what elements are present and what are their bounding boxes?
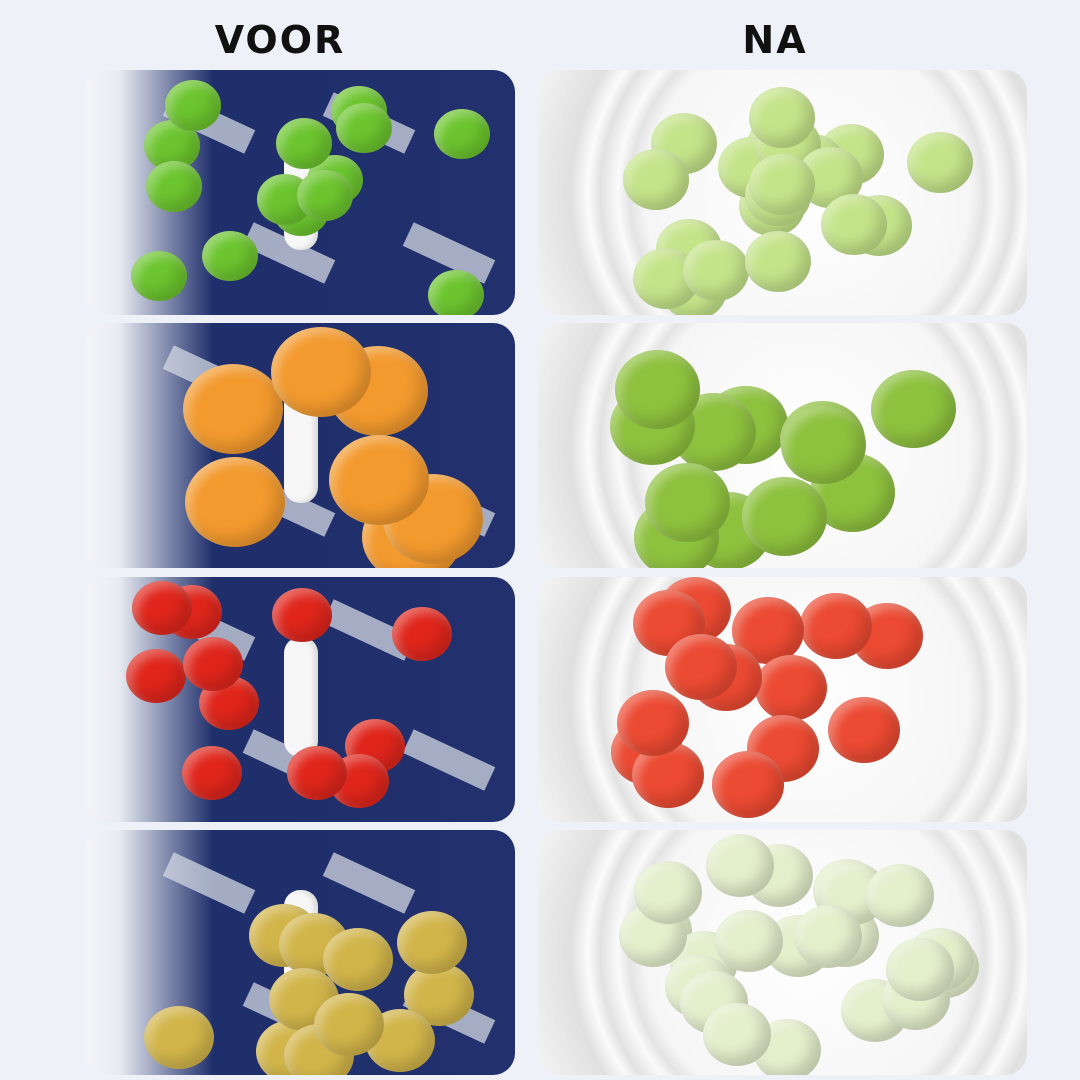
fruit [125, 649, 186, 704]
after-photo-apricots-limes [538, 323, 1027, 568]
fruit [328, 435, 429, 526]
fruit [145, 161, 202, 212]
peeled-fruit [711, 751, 784, 818]
center-post [284, 637, 318, 757]
fruit [182, 745, 243, 800]
peeled-fruit [828, 696, 901, 764]
peeled-fruit [748, 87, 815, 149]
peeled-fruit [886, 938, 955, 1001]
fruit [143, 1006, 214, 1070]
fruit [391, 606, 452, 661]
blade [322, 852, 416, 914]
before-photo-cherry-tomatoes [84, 577, 515, 822]
peeled-fruit [665, 633, 738, 701]
before-photo-grapes [84, 70, 515, 315]
fruit [185, 457, 286, 548]
peeled-fruit [702, 1003, 771, 1066]
fruit [276, 118, 332, 169]
peeled-fruit [794, 905, 863, 968]
fruit [314, 992, 385, 1056]
peeled-fruit [866, 863, 935, 927]
fruit [202, 230, 259, 282]
peeled-fruit [780, 406, 866, 485]
fruit [397, 911, 468, 975]
fruit [182, 637, 243, 692]
fruit [335, 102, 392, 153]
blade [162, 852, 256, 914]
fruit [287, 745, 348, 800]
blade [402, 729, 496, 791]
fruit [323, 927, 394, 991]
after-photo-cherry-tomatoes [538, 577, 1027, 822]
after-photo-jujubes [538, 830, 1027, 1075]
peeled-fruit [644, 463, 730, 542]
peeled-fruit [622, 149, 689, 210]
after-photo-grapes [538, 70, 1027, 315]
fruit [272, 587, 333, 642]
fruit [427, 269, 484, 315]
peeled-fruit [634, 861, 703, 924]
peeled-fruit [715, 909, 784, 973]
peeled-fruit [705, 834, 774, 897]
fruit [297, 170, 354, 221]
fruit [433, 108, 490, 160]
peeled-fruit [821, 194, 888, 256]
after-heading: NA [742, 18, 808, 62]
before-heading: VOOR [214, 18, 346, 62]
peeled-fruit [682, 239, 749, 301]
fruit [131, 581, 192, 636]
peeled-fruit [617, 689, 690, 756]
before-photo-apricots-limes [84, 323, 515, 568]
before-photo-jujubes [84, 830, 515, 1075]
peeled-fruit [742, 477, 828, 556]
fruit [183, 364, 284, 455]
peeled-fruit [754, 654, 827, 721]
peeled-fruit [615, 350, 701, 429]
fruit [131, 250, 188, 302]
peeled-fruit [871, 369, 957, 448]
fruit [270, 327, 371, 418]
peeled-fruit [799, 593, 872, 660]
peeled-fruit [749, 154, 816, 216]
fruit [164, 80, 221, 131]
peeled-fruit [906, 132, 973, 194]
peeled-fruit [745, 231, 812, 292]
